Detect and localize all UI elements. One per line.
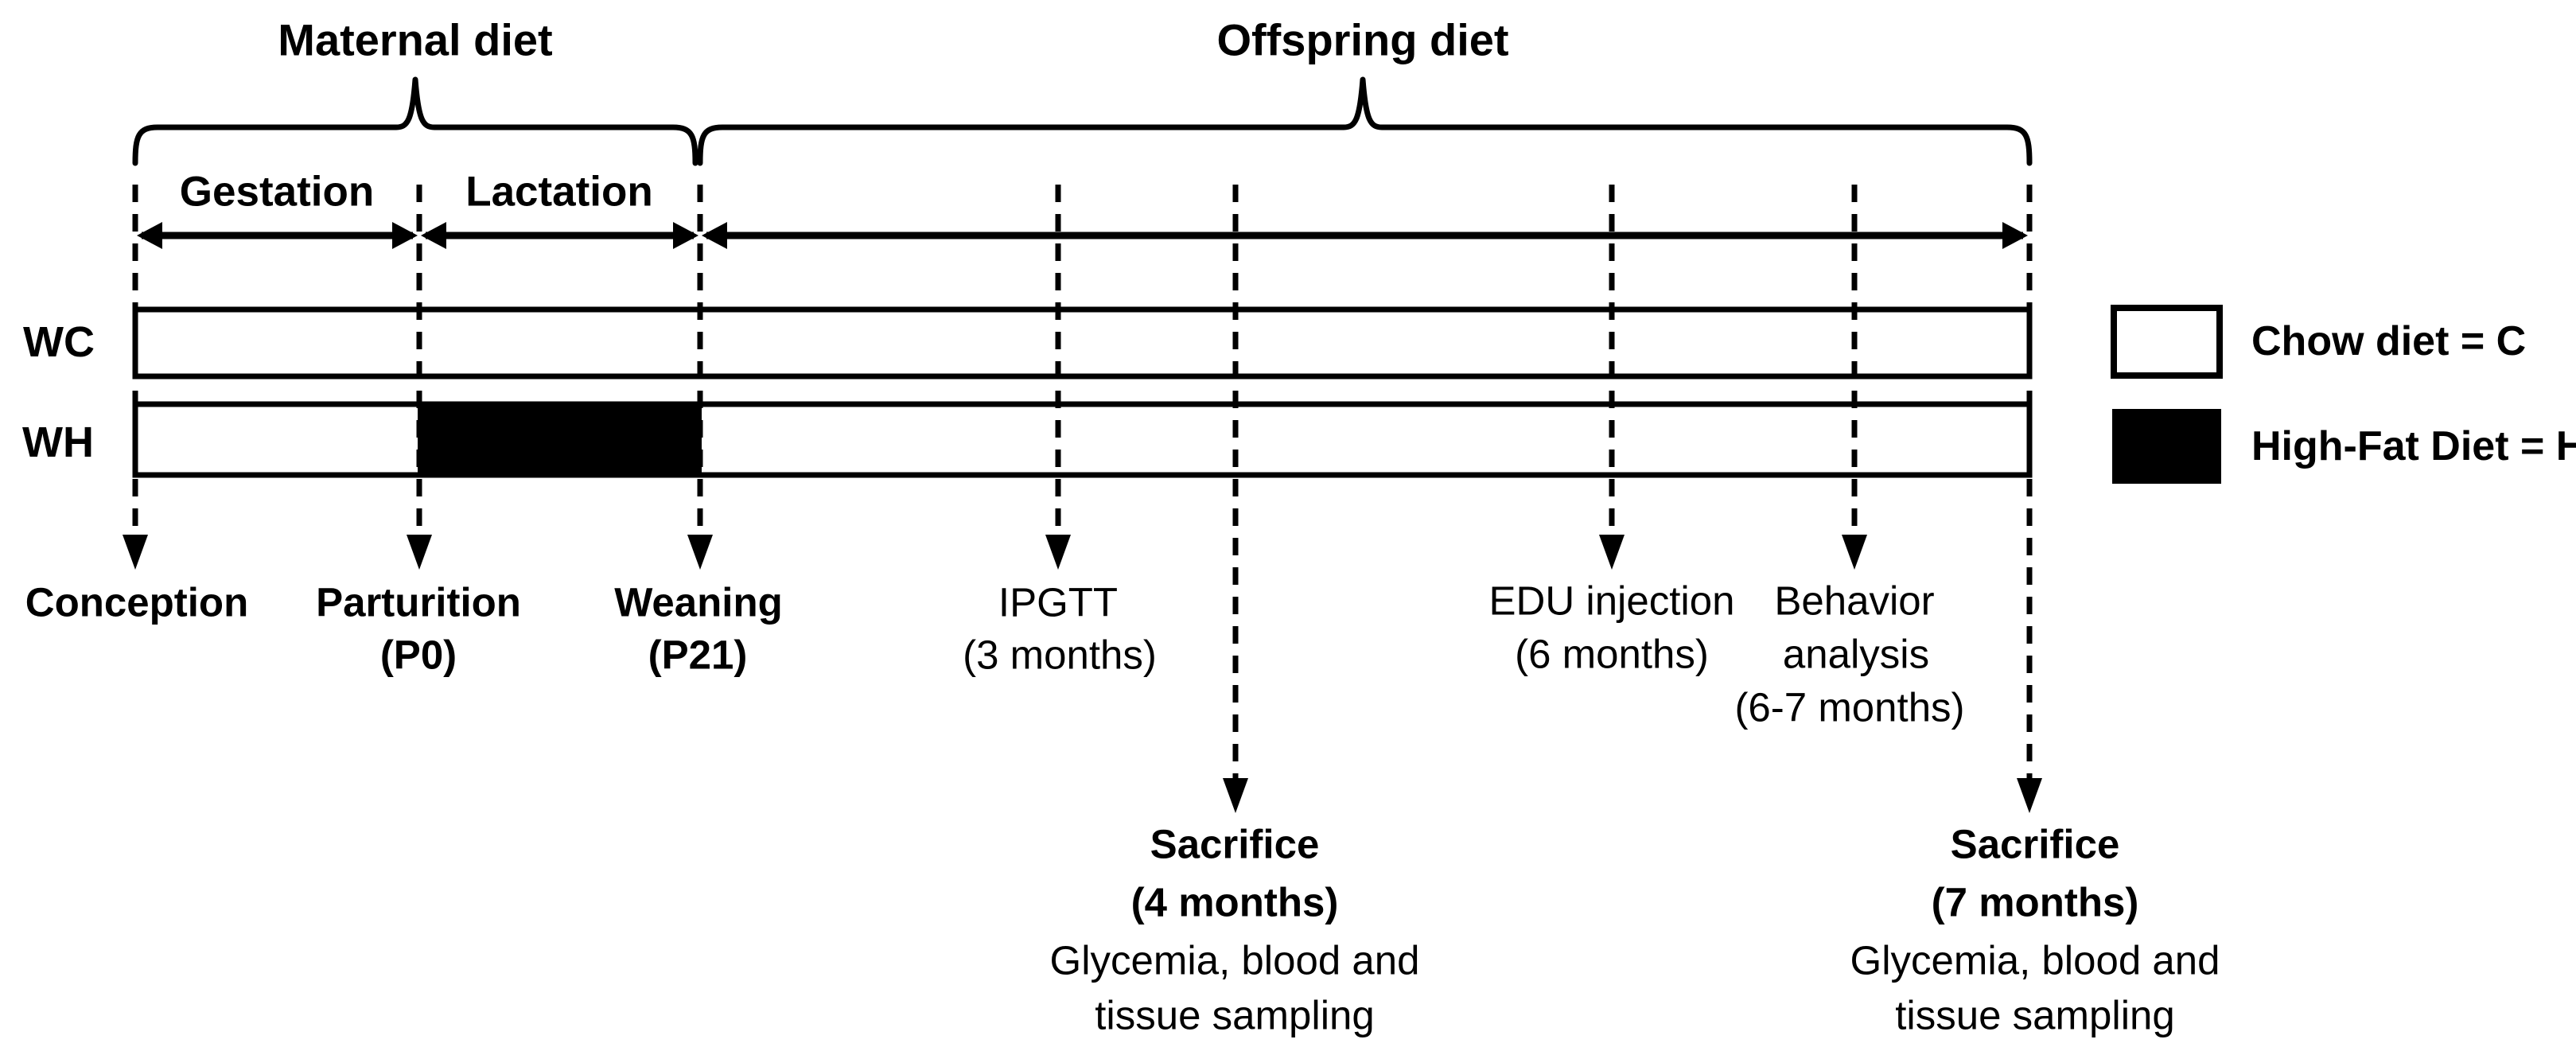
- edu-down-arrow-icon: [1599, 535, 1625, 570]
- gestation-right-arrow-icon: [392, 222, 418, 249]
- parturition-marker: [407, 185, 432, 570]
- lactation-right-arrow-icon: [673, 222, 698, 249]
- behavior-label-line3: (6-7 months): [1734, 685, 1964, 730]
- lactation-label: Lactation: [465, 169, 653, 216]
- maternal-diet-brace: [132, 76, 698, 166]
- sacrifice-4-months-label-line3: Glycemia, blood and: [1050, 938, 1420, 983]
- legend-chow-label: Chow diet = C: [2251, 318, 2526, 364]
- sacrifice-4-months-label-line4: tissue sampling: [1095, 993, 1375, 1038]
- sacrifice-7-months-label-line4: tissue sampling: [1895, 993, 2175, 1038]
- parturition-sublabel: (P0): [380, 633, 457, 678]
- offspring-diet-brace: [697, 76, 2033, 166]
- maternal-diet-label: Maternal diet: [278, 15, 552, 65]
- conception-down-arrow-icon: [123, 535, 148, 570]
- sacrifice-4-months-marker: [1223, 185, 1248, 813]
- wh-highfat-segment: [418, 403, 702, 477]
- lactation-span-arrow: [421, 222, 698, 249]
- behavior-down-arrow-icon: [1842, 535, 1867, 570]
- legend: [2111, 305, 2223, 484]
- offspring-right-arrow-icon: [2002, 222, 2028, 249]
- weaning-down-arrow-icon: [687, 535, 713, 570]
- lactation-left-arrow-icon: [421, 222, 446, 249]
- ipgtt-marker: [1045, 185, 1071, 570]
- offspring-left-arrow-icon: [702, 222, 727, 249]
- ipgtt-sublabel: (3 months): [963, 633, 1157, 678]
- legend-highfat-swatch: [2112, 409, 2221, 484]
- sacrifice-4-months-label-line1: Sacrifice: [1150, 822, 1320, 867]
- sacrifice-7-months-marker: [2017, 185, 2042, 813]
- parturition-label: Parturition: [316, 580, 521, 625]
- gestation-span-arrow: [137, 222, 418, 249]
- sacrifice-7-months-down-arrow-icon: [2017, 778, 2042, 813]
- edu-injection-sublabel: (6 months): [1515, 632, 1709, 677]
- ipgtt-label: IPGTT: [998, 580, 1118, 625]
- edu-injection-marker: [1599, 185, 1625, 570]
- weaning-marker: [687, 185, 713, 570]
- behavior-label-line2: analysis: [1783, 632, 1929, 677]
- offspring-diet-label: Offspring diet: [1216, 15, 1508, 65]
- weaning-label: Weaning: [614, 580, 783, 625]
- ipgtt-down-arrow-icon: [1045, 535, 1071, 570]
- behavior-label-line1: Behavior: [1774, 578, 1934, 624]
- behavior-marker: [1842, 185, 1867, 570]
- sacrifice-4-months-label-line2: (4 months): [1131, 880, 1339, 925]
- weaning-sublabel: (P21): [648, 633, 748, 678]
- wc-group-label: WC: [23, 318, 95, 366]
- parturition-down-arrow-icon: [407, 535, 432, 570]
- gestation-label: Gestation: [180, 169, 374, 216]
- conception-label: Conception: [25, 580, 248, 625]
- sacrifice-4-months-down-arrow-icon: [1223, 778, 1248, 813]
- edu-injection-label: EDU injection: [1489, 578, 1735, 624]
- sacrifice-7-months-label-line3: Glycemia, blood and: [1850, 938, 2220, 983]
- sacrifice-7-months-label-line2: (7 months): [1932, 880, 2139, 925]
- sacrifice-7-months-label-line1: Sacrifice: [1951, 822, 2120, 867]
- conception-marker: [123, 185, 148, 570]
- legend-highfat-label: High-Fat Diet = H: [2251, 423, 2576, 469]
- offspring-span-arrow: [702, 222, 2028, 249]
- gestation-left-arrow-icon: [137, 222, 162, 249]
- wh-group-label: WH: [22, 418, 94, 466]
- legend-chow-swatch: [2111, 305, 2223, 379]
